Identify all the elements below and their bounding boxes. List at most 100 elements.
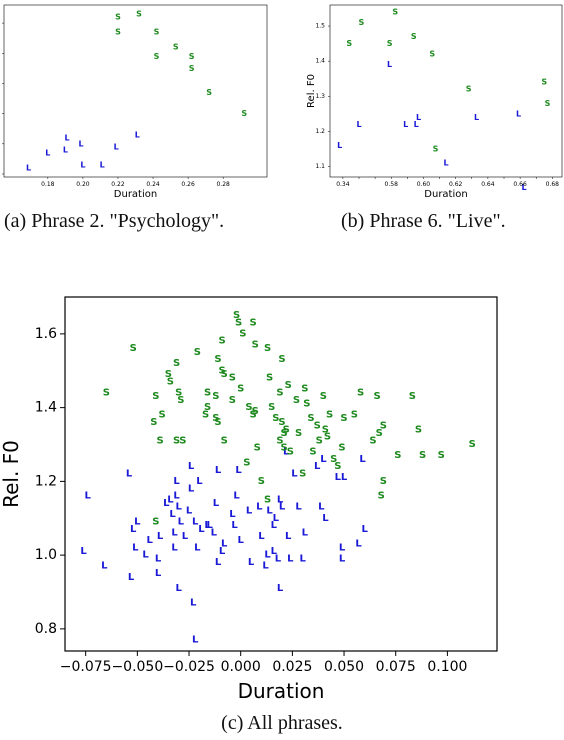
point-s: S xyxy=(175,387,182,398)
y-tick-label: 1.2 xyxy=(315,128,325,135)
point-l: L xyxy=(100,160,105,169)
plot-frame xyxy=(64,296,498,652)
y-axis-label: Rel. F0 xyxy=(306,74,317,108)
point-l: L xyxy=(355,539,362,550)
point-s: S xyxy=(237,384,244,395)
point-l: L xyxy=(128,572,135,583)
point-s: S xyxy=(280,428,287,439)
point-l: L xyxy=(246,505,253,516)
point-s: S xyxy=(206,88,212,97)
point-l: L xyxy=(271,546,278,557)
point-l: L xyxy=(403,120,408,129)
point-s: S xyxy=(152,391,159,402)
point-l: L xyxy=(414,120,419,129)
point-l: L xyxy=(221,539,228,550)
point-s: S xyxy=(173,43,179,52)
point-l: L xyxy=(262,561,269,572)
point-l: L xyxy=(362,524,369,535)
point-s: S xyxy=(429,50,435,59)
point-s: S xyxy=(276,435,283,446)
point-s: S xyxy=(411,32,417,41)
point-s: S xyxy=(136,10,142,19)
point-l: L xyxy=(256,502,263,513)
x-tick-label: 0.26 xyxy=(181,181,195,188)
point-l: L xyxy=(80,546,87,557)
x-tick-label: 0.18 xyxy=(41,181,55,188)
point-s: S xyxy=(380,476,387,487)
point-s: S xyxy=(545,99,551,108)
point-s: S xyxy=(264,343,271,354)
y-tick-label: 1.5 xyxy=(315,23,325,30)
point-s: S xyxy=(466,85,472,94)
plot-frame xyxy=(3,4,268,178)
point-l: L xyxy=(264,550,271,561)
point-l: L xyxy=(283,446,290,457)
point-s: S xyxy=(249,410,256,421)
point-l: L xyxy=(291,469,298,480)
point-s: S xyxy=(287,446,294,457)
point-s: S xyxy=(264,494,271,505)
point-l: L xyxy=(80,160,85,169)
point-s: S xyxy=(415,424,422,435)
point-l: L xyxy=(163,498,170,509)
point-l: L xyxy=(155,568,162,579)
x-tick-label: 0.025 xyxy=(272,659,312,675)
point-l: L xyxy=(63,145,68,154)
caption-c: (c) All phrases. xyxy=(221,712,343,734)
point-l: L xyxy=(132,542,139,553)
point-l: L xyxy=(516,109,521,118)
point-l: L xyxy=(45,148,50,157)
point-s: S xyxy=(212,391,219,402)
point-l: L xyxy=(157,531,164,542)
point-l: L xyxy=(134,516,141,527)
point-l: L xyxy=(196,476,203,487)
x-tick-label: 0.60 xyxy=(417,181,431,188)
point-s: S xyxy=(376,428,383,439)
point-s: S xyxy=(316,435,323,446)
x-tick-label: 0.20 xyxy=(76,181,90,188)
y-tick-label: 1.6 xyxy=(35,326,57,342)
point-l: L xyxy=(235,465,242,476)
point-l: L xyxy=(173,491,180,502)
point-s: S xyxy=(252,339,259,350)
point-l: L xyxy=(416,113,421,122)
point-l: L xyxy=(335,472,342,483)
point-l: L xyxy=(190,598,197,609)
point-l: L xyxy=(211,528,218,539)
point-l: L xyxy=(231,520,238,531)
point-l: L xyxy=(341,472,348,483)
point-s: S xyxy=(351,410,358,421)
point-s: S xyxy=(283,424,290,435)
point-s: S xyxy=(214,417,221,428)
point-l: L xyxy=(356,120,361,129)
point-l: L xyxy=(188,461,195,472)
x-tick-label: 0.68 xyxy=(546,181,560,188)
point-l: L xyxy=(215,465,222,476)
point-s: S xyxy=(221,435,228,446)
point-s: S xyxy=(218,336,225,347)
point-s: S xyxy=(130,343,137,354)
point-l: L xyxy=(233,491,240,502)
point-s: S xyxy=(301,384,308,395)
point-s: S xyxy=(150,417,157,428)
point-l: L xyxy=(186,505,193,516)
point-s: S xyxy=(235,317,242,328)
point-s: S xyxy=(314,421,321,432)
point-s: S xyxy=(268,402,275,413)
point-l: L xyxy=(273,513,280,524)
point-s: S xyxy=(177,395,184,406)
point-s: S xyxy=(173,435,180,446)
point-s: S xyxy=(369,435,376,446)
point-l: L xyxy=(65,133,70,142)
point-s: S xyxy=(309,446,316,457)
point-l: L xyxy=(339,542,346,553)
point-l: L xyxy=(135,130,140,139)
x-tick-label: 0.050 xyxy=(324,659,364,675)
point-s: S xyxy=(202,410,209,421)
point-l: L xyxy=(474,113,479,122)
point-s: S xyxy=(156,435,163,446)
point-l: L xyxy=(522,183,527,192)
